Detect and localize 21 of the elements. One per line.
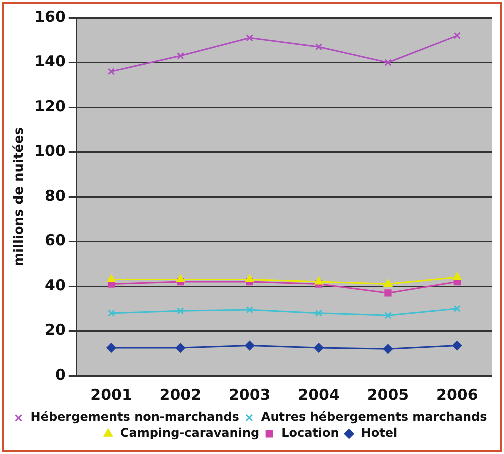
y-tick-label: 160 bbox=[34, 8, 66, 26]
x-tick-label: 2002 bbox=[160, 386, 202, 404]
x-tick-label: 2005 bbox=[367, 386, 410, 404]
legend-label: Hébergements non-marchands bbox=[30, 410, 240, 424]
y-tick-label: 100 bbox=[34, 142, 66, 160]
y-tick-label: 140 bbox=[34, 52, 66, 71]
legend-label: Camping-caravaning bbox=[120, 426, 260, 440]
y-tick-label: 120 bbox=[34, 97, 66, 116]
y-tick-label: 40 bbox=[45, 276, 66, 294]
x-tick-label: 2006 bbox=[436, 386, 478, 404]
y-tick-label: 0 bbox=[55, 366, 66, 384]
legend-label: Location bbox=[282, 426, 340, 440]
x-tick-label: 2001 bbox=[90, 386, 132, 404]
y-tick-label: 20 bbox=[45, 321, 66, 340]
x-tick-label: 2003 bbox=[228, 386, 271, 404]
legend-label: Autres hébergements marchands bbox=[261, 410, 488, 424]
y-axis-title: millions de nuitées bbox=[12, 127, 28, 267]
y-tick-label: 60 bbox=[45, 232, 66, 250]
y-tick-label: 80 bbox=[45, 186, 66, 205]
x-tick-label: 2004 bbox=[298, 386, 340, 404]
legend-label: Hotel bbox=[361, 426, 398, 440]
